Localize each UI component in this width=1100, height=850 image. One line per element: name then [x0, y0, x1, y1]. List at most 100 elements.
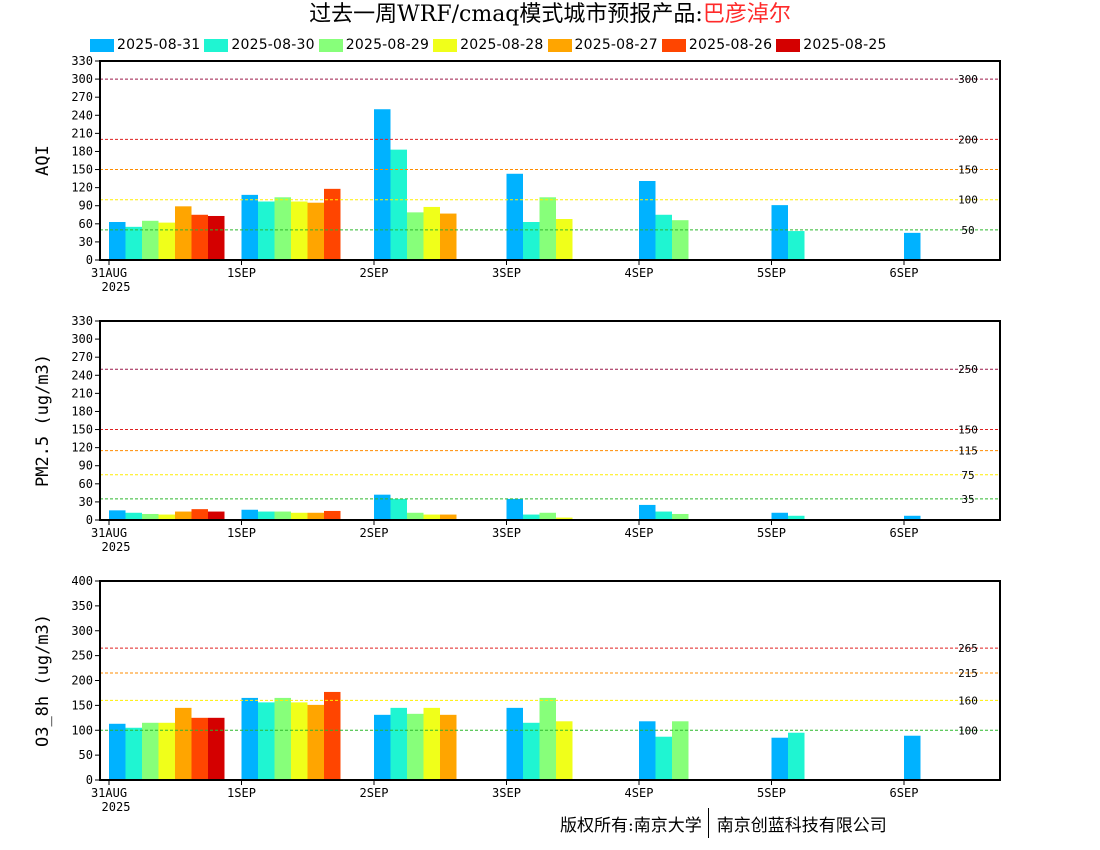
legend-item: 2025-08-31 — [90, 37, 202, 53]
y-tick-label: 400 — [71, 574, 93, 588]
y-tick-label: 330 — [71, 54, 93, 68]
bar — [142, 220, 159, 260]
footer-left: 版权所有:南京大学 — [560, 815, 702, 836]
bar — [639, 181, 656, 260]
x-tick-label: 4SEP — [625, 786, 654, 800]
legend-label: 2025-08-29 — [345, 37, 430, 53]
bar — [440, 514, 457, 520]
legend-swatch — [433, 38, 458, 52]
y-tick-label: 250 — [71, 649, 93, 663]
y-tick-label: 100 — [71, 723, 93, 737]
threshold-label: 115 — [958, 445, 978, 458]
bar — [423, 514, 440, 520]
legend-swatch — [776, 38, 801, 52]
bar — [523, 722, 540, 780]
x-tick-label: 3SEP — [492, 786, 521, 800]
y-tick-label: 270 — [71, 90, 93, 104]
bar — [639, 721, 656, 780]
plot-frame — [99, 60, 1001, 261]
legend-label: 2025-08-31 — [117, 37, 201, 53]
bar — [208, 511, 225, 520]
bar — [788, 231, 805, 260]
bar — [208, 717, 225, 780]
legend-item: 2025-08-29 — [318, 37, 431, 53]
bar — [672, 220, 689, 260]
bar — [142, 722, 159, 780]
y-tick-label: 200 — [71, 674, 93, 688]
legend-label: 2025-08-28 — [460, 37, 544, 53]
legend: 2025-08-31 2025-08-30 2025-08-29 2025-08-28… — [90, 36, 891, 54]
x-year-label: 2025 — [102, 280, 131, 294]
threshold-label: 215 — [958, 667, 978, 680]
threshold-label: 200 — [958, 133, 978, 146]
y-tick-label: 180 — [71, 404, 93, 418]
threshold-label: 150 — [958, 424, 978, 437]
bar — [191, 214, 208, 260]
threshold-label: 250 — [958, 363, 978, 376]
bar — [556, 218, 573, 260]
legend-swatch — [661, 38, 686, 52]
bar — [241, 194, 258, 260]
bar — [191, 509, 208, 520]
title-city: 巴彦淖尔 — [702, 2, 791, 27]
x-tick-label: 1SEP — [227, 266, 256, 280]
bar — [307, 512, 324, 520]
y-axis-title: AQI — [33, 145, 53, 176]
bar — [390, 498, 407, 520]
bar — [109, 510, 126, 520]
threshold-label: 35 — [961, 493, 974, 506]
bar — [539, 512, 556, 520]
x-tick-label: 2SEP — [360, 266, 389, 280]
y-tick-label: 60 — [79, 477, 93, 491]
threshold-label: 50 — [961, 224, 974, 237]
x-tick-label: 5SEP — [757, 266, 786, 280]
bar — [771, 205, 788, 260]
bar — [556, 517, 573, 520]
bar — [258, 702, 275, 780]
bar — [374, 494, 391, 520]
bar — [407, 512, 424, 520]
x-tick-label: 4SEP — [625, 266, 654, 280]
chart-panel: 300 200 150 100 50 0 30 60 90 120 150 180 210 240 270 3… — [33, 54, 1001, 294]
x-tick-label: 3SEP — [492, 266, 521, 280]
bar — [291, 201, 308, 260]
bar — [291, 702, 308, 780]
y-tick-label: 30 — [79, 495, 93, 509]
bar — [788, 515, 805, 520]
bar — [241, 697, 258, 780]
y-tick-label: 150 — [71, 163, 93, 177]
bar — [788, 732, 805, 780]
y-tick-label: 50 — [79, 748, 93, 762]
bar — [556, 721, 573, 780]
chart-title: 过去一周WRF/cmaq模式城市预报产品:巴彦淖尔 — [0, 0, 1100, 30]
bar — [374, 109, 391, 260]
bar — [175, 707, 192, 780]
legend-label: 2025-08-27 — [574, 37, 658, 53]
bar — [274, 197, 291, 260]
legend-label: 2025-08-30 — [231, 37, 315, 53]
bar — [904, 232, 921, 260]
bar — [258, 201, 275, 260]
bar — [904, 735, 921, 780]
bar — [125, 226, 142, 260]
bar — [291, 512, 308, 520]
copyright-footer: 版权所有:南京大学 南京创蓝科技有限公司 — [560, 808, 887, 838]
y-tick-label: 30 — [79, 235, 93, 249]
bar — [125, 727, 142, 780]
y-tick-label: 270 — [71, 350, 93, 364]
legend-item: 2025-08-27 — [547, 37, 660, 53]
y-tick-label: 300 — [71, 72, 93, 86]
x-tick-label: 1SEP — [227, 786, 256, 800]
threshold-label: 75 — [961, 469, 974, 482]
threshold-label: 100 — [958, 724, 978, 737]
bar — [158, 722, 175, 780]
bar — [423, 707, 440, 780]
footer-right: 南京创蓝科技有限公司 — [716, 815, 887, 836]
y-tick-label: 240 — [71, 108, 93, 122]
y-axis-title: O3_8h (ug/m3) — [33, 614, 53, 747]
y-tick-label: 120 — [71, 181, 93, 195]
footer-separator — [707, 808, 709, 838]
chart-panel: 265 215 160 100 0 50 100 150 200 250 300 350 400 31AU… — [33, 574, 1001, 814]
y-tick-label: 90 — [79, 199, 93, 213]
